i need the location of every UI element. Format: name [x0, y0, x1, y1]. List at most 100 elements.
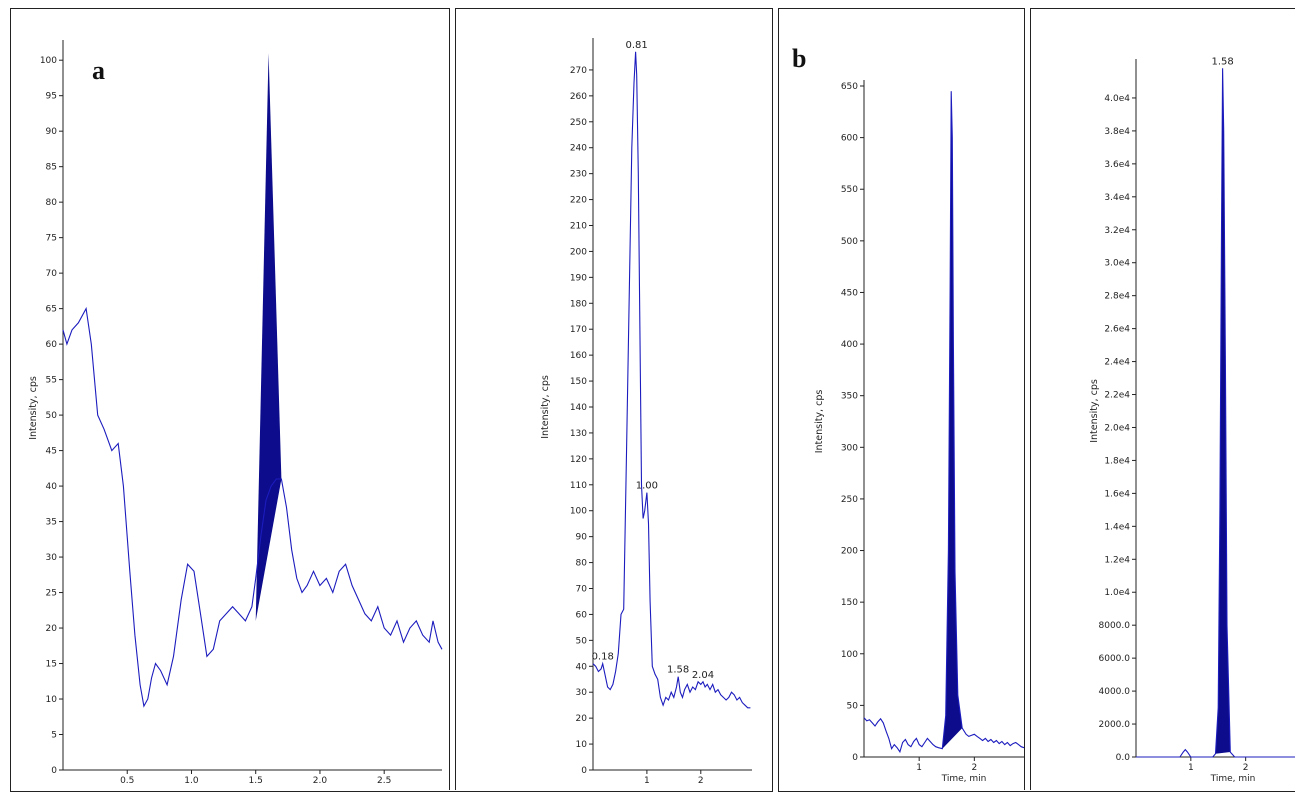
chart-a2-ytick-label: 40	[576, 662, 588, 672]
chart-b-ytick-label: 350	[841, 392, 858, 402]
chart-a2-ytick-label: 240	[570, 144, 587, 154]
chart-a-ytick-label: 55	[46, 376, 57, 386]
chart-a-xtick-label: 1.5	[249, 776, 263, 786]
chart-a2-peak-label: 1.00	[636, 481, 658, 492]
chart-a2-ytick-label: 190	[570, 273, 587, 283]
chart-a2-ytick-label: 150	[570, 377, 587, 387]
chart-b2-ytick-label: 0.0	[1116, 753, 1131, 763]
chart-b2-y-axis-label: Intensity, cps	[1089, 379, 1100, 443]
chart-b-ytick-label: 50	[847, 701, 859, 711]
chart-a2-ytick-label: 100	[570, 507, 587, 517]
chart-a-ytick-label: 15	[46, 660, 57, 670]
chart-b-ytick-label: 200	[841, 547, 858, 557]
chart-a2-ytick-label: 200	[570, 247, 587, 257]
chart-a-peak-area	[255, 53, 282, 621]
chart-b2-ytick-label: 4000.0	[1099, 687, 1131, 697]
chart-a2-ytick-label: 230	[570, 170, 587, 180]
chart-b-series-line	[863, 91, 1025, 754]
chart-a-xtick-label: 1.0	[184, 776, 199, 786]
chart-a-ytick-label: 85	[46, 163, 57, 173]
chart-b2-ytick-label: 2.0e4	[1104, 423, 1130, 433]
chart-a-ytick-label: 50	[46, 411, 58, 421]
chart-b2-ytick-label: 2.2e4	[1104, 391, 1130, 401]
chart-a-ytick-label: 45	[46, 447, 57, 457]
chart-b-ytick-label: 600	[841, 134, 858, 144]
chart-a-ytick-label: 80	[46, 198, 58, 208]
chart-b-ytick-label: 250	[841, 495, 858, 505]
chart-a2-ytick-label: 160	[570, 351, 587, 361]
chart-a2-peak-label: 1.58	[667, 665, 689, 676]
chart-a-xtick-label: 0.5	[120, 776, 134, 786]
chart-a-ytick-label: 25	[46, 589, 57, 599]
chart-b2-ytick-label: 3.0e4	[1104, 259, 1130, 269]
chart-a2-ytick-label: 260	[570, 92, 587, 102]
chart-b2-ytick-label: 3.8e4	[1104, 127, 1130, 137]
chart-a2-ytick-label: 220	[570, 196, 587, 206]
chart-a2-xtick-label: 1	[644, 776, 650, 786]
chart-a2-y-axis-label: Intensity, cps	[540, 375, 551, 439]
chart-a-xtick-label: 2.0	[313, 776, 328, 786]
chart-a-ytick-label: 95	[46, 92, 57, 102]
panel-label-a: a	[92, 56, 105, 85]
chart-b-xtick-label: 2	[971, 763, 977, 773]
panel-a-divider	[449, 8, 456, 790]
chart-a-ytick-label: 90	[46, 127, 58, 137]
chart-a-ytick-label: 75	[46, 234, 57, 244]
chart-b2-ytick-label: 6000.0	[1099, 654, 1131, 664]
chart-b-ytick-label: 100	[841, 650, 858, 660]
chart-a-ytick-label: 30	[46, 553, 58, 563]
chart-b2-ytick-label: 3.6e4	[1104, 160, 1130, 170]
chart-b-ytick-label: 400	[841, 340, 858, 350]
chart-a2-ytick-label: 20	[576, 714, 588, 724]
chart-a-ytick-label: 100	[40, 56, 57, 66]
chart-b2-ytick-label: 1.6e4	[1104, 489, 1130, 499]
chart-b2-series-line	[1136, 68, 1295, 758]
chart-b2-ytick-label: 2000.0	[1099, 720, 1131, 730]
chart-b-ytick-label: 300	[841, 443, 858, 453]
chart-b2-ytick-label: 2.8e4	[1104, 292, 1130, 302]
chart-b-ytick-label: 0	[852, 753, 858, 763]
chart-a2-ytick-label: 50	[576, 636, 588, 646]
chart-b-ytick-label: 450	[841, 288, 858, 298]
chart-a2-series-line	[592, 51, 751, 709]
chart-b-ytick-label: 650	[841, 82, 858, 92]
chart-a2-ytick-label: 90	[576, 533, 588, 543]
chart-a2-ytick-label: 30	[576, 688, 588, 698]
chart-a2-ytick-label: 210	[570, 222, 587, 232]
chart-a-ytick-label: 5	[51, 731, 57, 741]
chart-a-ytick-label: 65	[46, 305, 57, 315]
chart-a-y-axis-label: Intensity, cps	[28, 376, 39, 440]
chart-a2-ytick-label: 60	[576, 610, 588, 620]
chart-a-ytick-label: 20	[46, 624, 58, 634]
chart-b2-x-axis-label: Time, min	[1210, 774, 1256, 784]
chart-a2-ytick-label: 180	[570, 299, 587, 309]
panel-b-divider	[1024, 8, 1031, 790]
chart-a-ytick-label: 60	[46, 340, 58, 350]
chart-a-ytick-label: 35	[46, 518, 57, 528]
chart-a2-ytick-label: 80	[576, 559, 588, 569]
chart-b-ytick-label: 500	[841, 237, 858, 247]
chart-a-ytick-label: 70	[46, 269, 58, 279]
chart-b2-ytick-label: 1.4e4	[1104, 522, 1130, 532]
chart-b2-ytick-label: 3.4e4	[1104, 193, 1130, 203]
chart-a-ytick-label: 0	[51, 766, 57, 776]
chart-b2-ytick-label: 4.0e4	[1104, 94, 1130, 104]
chart-a2-ytick-label: 120	[570, 455, 587, 465]
chart-b-peak-area	[942, 91, 963, 749]
chart-a-ytick-label: 10	[46, 695, 58, 705]
chart-b2-ytick-label: 1.2e4	[1104, 555, 1130, 565]
chart-b2-ytick-label: 1.8e4	[1104, 456, 1130, 466]
chart-a2-peak-label: 0.18	[592, 652, 614, 663]
chart-b2-peak-label: 1.58	[1211, 56, 1233, 67]
chart-a2-ytick-label: 250	[570, 118, 587, 128]
chart-a2-ytick-label: 10	[576, 740, 588, 750]
chart-b-ytick-label: 150	[841, 598, 858, 608]
chart-b2-ytick-label: 8000.0	[1099, 621, 1131, 631]
chart-a2-ytick-label: 130	[570, 429, 587, 439]
chart-a2-ytick-label: 270	[570, 66, 587, 76]
chart-b-y-axis-label: Intensity, cps	[814, 390, 825, 454]
chart-b2-ytick-label: 1.0e4	[1104, 588, 1130, 598]
chart-a-xtick-label: 2.5	[377, 776, 391, 786]
chart-b2-ytick-label: 2.6e4	[1104, 325, 1130, 335]
